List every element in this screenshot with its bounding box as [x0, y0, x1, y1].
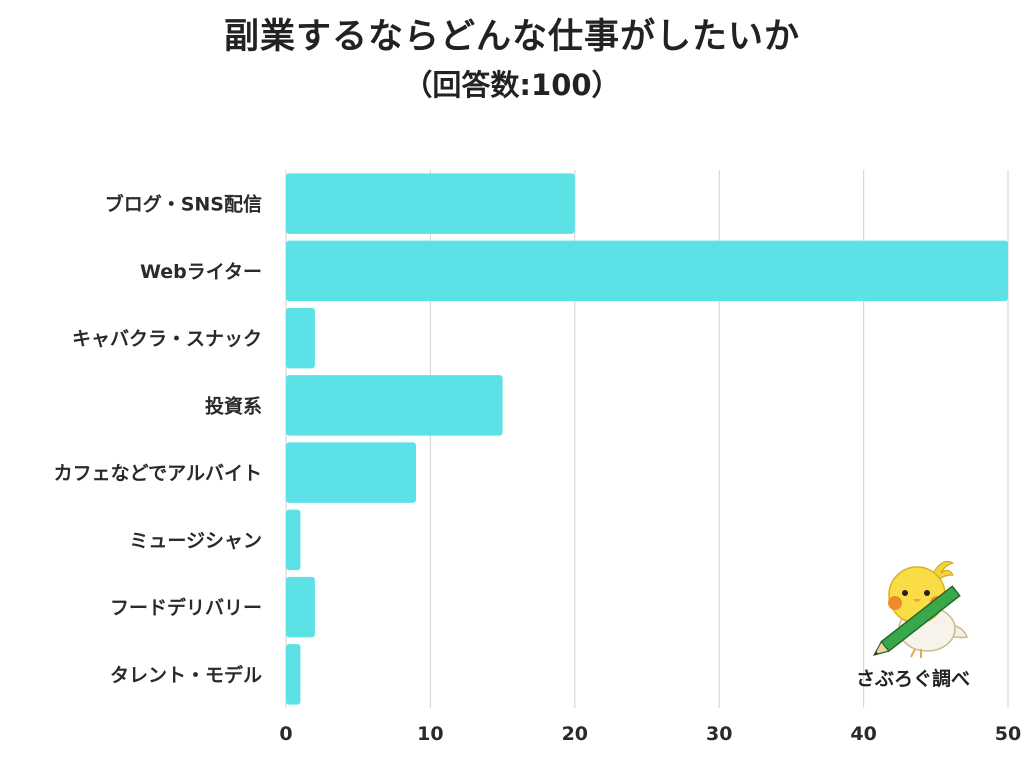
chart-title: 副業するならどんな仕事がしたいか	[223, 17, 800, 57]
category-label: 投資系	[205, 394, 262, 417]
bird-with-pencil-icon	[872, 560, 968, 658]
bar	[286, 173, 575, 234]
bar	[286, 509, 301, 571]
bar	[286, 644, 301, 705]
category-labels: ブログ・SNS配信 Webライターキャバクラ・スナック投資系カフェなどでアルバイト…	[54, 193, 262, 687]
category-label: Webライター	[140, 261, 262, 283]
category-label: カフェなどでアルバイト	[54, 463, 262, 485]
category-label: タレント・モデル	[110, 663, 262, 686]
bars	[286, 173, 1008, 705]
bar	[286, 240, 1008, 302]
x-axis-ticks: 0 10 20 30 40 50	[279, 723, 1021, 745]
category-label: ブログ・SNS配信	[105, 193, 262, 216]
x-tick-label: 20	[562, 723, 588, 745]
x-tick-label: 10	[417, 723, 443, 745]
x-tick-label: 50	[995, 723, 1021, 745]
bar	[286, 442, 416, 503]
bar	[286, 375, 503, 436]
category-label: キャバクラ・スナック	[72, 328, 262, 350]
x-tick-label: 0	[279, 723, 292, 745]
bar	[286, 576, 315, 638]
source-credit: さぶろぐ調べ	[855, 668, 970, 690]
chart-subtitle: （回答数:100）	[403, 68, 621, 102]
bar	[286, 307, 315, 369]
category-label: フードデリバリー	[110, 596, 262, 619]
x-tick-label: 30	[706, 723, 732, 745]
category-label: ミュージシャン	[129, 530, 262, 552]
x-tick-label: 40	[850, 723, 876, 745]
